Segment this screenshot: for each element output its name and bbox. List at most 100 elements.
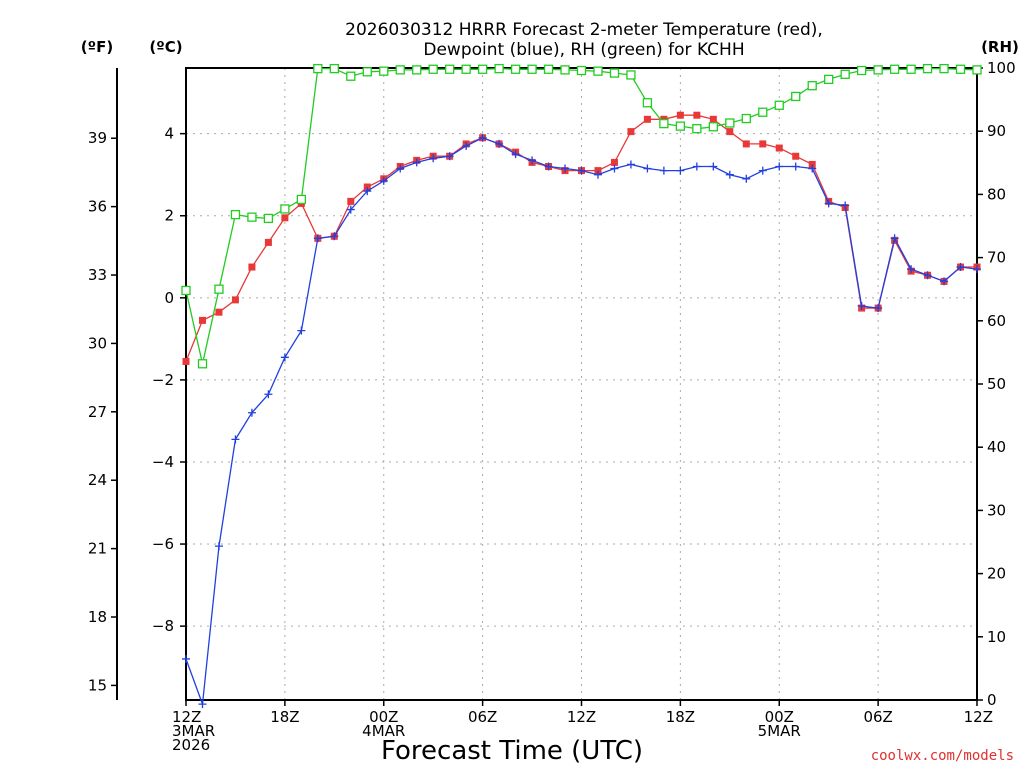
rh-point <box>510 64 521 74</box>
rh-point <box>840 69 850 79</box>
celsius-tick-label: 2 <box>164 207 174 225</box>
dewpoint-point <box>907 265 916 274</box>
celsius-tick-label: −2 <box>152 371 174 389</box>
temperature-point <box>347 197 355 205</box>
rh-point <box>626 70 636 80</box>
gridlines <box>186 68 977 700</box>
x-tick-label: 12Z <box>567 708 596 726</box>
chart-title-line1: 2026030312 HRRR Forecast 2-meter Tempera… <box>345 20 823 40</box>
dewpoint-point <box>528 156 537 165</box>
x-tick-label: 3MAR <box>172 722 215 740</box>
rh-point <box>461 64 471 74</box>
celsius-tick-label: −4 <box>152 453 174 471</box>
dewpoint-point <box>495 139 504 148</box>
rh-point <box>362 67 372 77</box>
dewpoint-point <box>544 162 553 171</box>
rh-tick-label: 100 <box>987 59 1016 77</box>
fahrenheit-tick-label: 30 <box>88 334 107 352</box>
x-tick-label: 4MAR <box>362 722 405 740</box>
fahrenheit-tick-label: 27 <box>88 403 107 421</box>
temperature-point <box>643 115 651 123</box>
dewpoint-point <box>610 164 619 173</box>
dewpoint-point <box>824 199 833 208</box>
rh-point <box>791 91 801 102</box>
rh-point <box>774 100 784 110</box>
x-tick-label: 2026 <box>172 736 210 754</box>
series-rh <box>181 63 982 369</box>
rh-point <box>824 74 834 85</box>
temperature-point <box>742 140 750 148</box>
dewpoint-point <box>462 141 471 150</box>
rh-tick-label: 70 <box>987 249 1006 267</box>
rh-point <box>543 64 554 74</box>
rh-point <box>494 63 504 74</box>
dewpoint-point <box>577 166 586 175</box>
rh-tick-label: 30 <box>987 501 1006 519</box>
temperature-point <box>808 160 816 168</box>
fahrenheit-tick-label: 18 <box>88 608 107 626</box>
x-tick-label: 00Z <box>369 708 398 726</box>
dewpoint-point <box>709 162 718 171</box>
rh-point <box>197 359 208 369</box>
series-dewpoint <box>182 133 981 709</box>
celsius-unit-label: (ºC) <box>149 38 182 56</box>
dewpoint-point <box>445 152 454 161</box>
rh-tick-label: 20 <box>987 565 1006 583</box>
dewpoint-point <box>890 234 899 243</box>
rh-point <box>889 64 900 74</box>
rh-point <box>593 66 603 76</box>
dewpoint-point <box>346 205 355 214</box>
rh-point <box>428 64 438 74</box>
dewpoint-point <box>659 166 668 175</box>
dewpoint-point <box>379 176 388 185</box>
rh-tick-label: 60 <box>987 312 1006 330</box>
temperature-point <box>248 263 256 271</box>
dewpoint-point <box>874 304 883 313</box>
temperature-point <box>610 158 618 166</box>
temperature-point <box>594 167 602 175</box>
rh-point <box>230 209 241 220</box>
dewpoint-point <box>198 700 207 709</box>
dewpoint-point <box>725 170 734 179</box>
dewpoint-point <box>841 201 850 210</box>
rh-point <box>675 121 686 131</box>
celsius-tick-label: −8 <box>152 617 174 635</box>
rh-point <box>906 64 916 74</box>
dewpoint-point <box>330 232 339 241</box>
dewpoint-point <box>264 390 273 399</box>
chart-title-line2: Dewpoint (blue), RH (green) for KCHH <box>423 40 744 60</box>
rh-point <box>939 63 949 74</box>
rh-point <box>329 63 339 74</box>
dewpoint-point <box>676 166 685 175</box>
rh-point <box>379 66 389 76</box>
dewpoint-point <box>742 174 751 183</box>
temperature-point <box>215 308 223 316</box>
site-credit: coolwx.com/models <box>871 748 1014 764</box>
rh-point <box>741 113 751 124</box>
rh-point <box>346 71 356 81</box>
temperature-point <box>726 128 734 136</box>
rh-point <box>609 68 620 78</box>
temperature-point <box>264 238 272 246</box>
fahrenheit-tick-label: 39 <box>88 129 107 147</box>
dewpoint-point <box>363 187 372 196</box>
fahrenheit-tick-label: 33 <box>88 266 107 284</box>
fahrenheit-tick-label: 21 <box>88 540 107 558</box>
x-tick-label: 06Z <box>863 708 892 726</box>
rh-point <box>395 65 405 75</box>
x-axis-label: Forecast Time (UTC) <box>381 736 643 766</box>
rh-point <box>725 118 735 128</box>
dewpoint-point <box>561 164 570 173</box>
rh-tick-label: 0 <box>987 691 997 709</box>
rh-point <box>247 212 257 222</box>
fahrenheit-tick-label: 24 <box>88 471 107 489</box>
temperature-point <box>775 144 783 152</box>
rh-point <box>955 64 966 74</box>
dewpoint-point <box>511 150 520 159</box>
celsius-tick-label: 4 <box>164 125 174 143</box>
rh-point <box>856 65 867 76</box>
dewpoint-point <box>692 162 701 171</box>
fahrenheit-unit-label: (ºF) <box>81 38 113 56</box>
